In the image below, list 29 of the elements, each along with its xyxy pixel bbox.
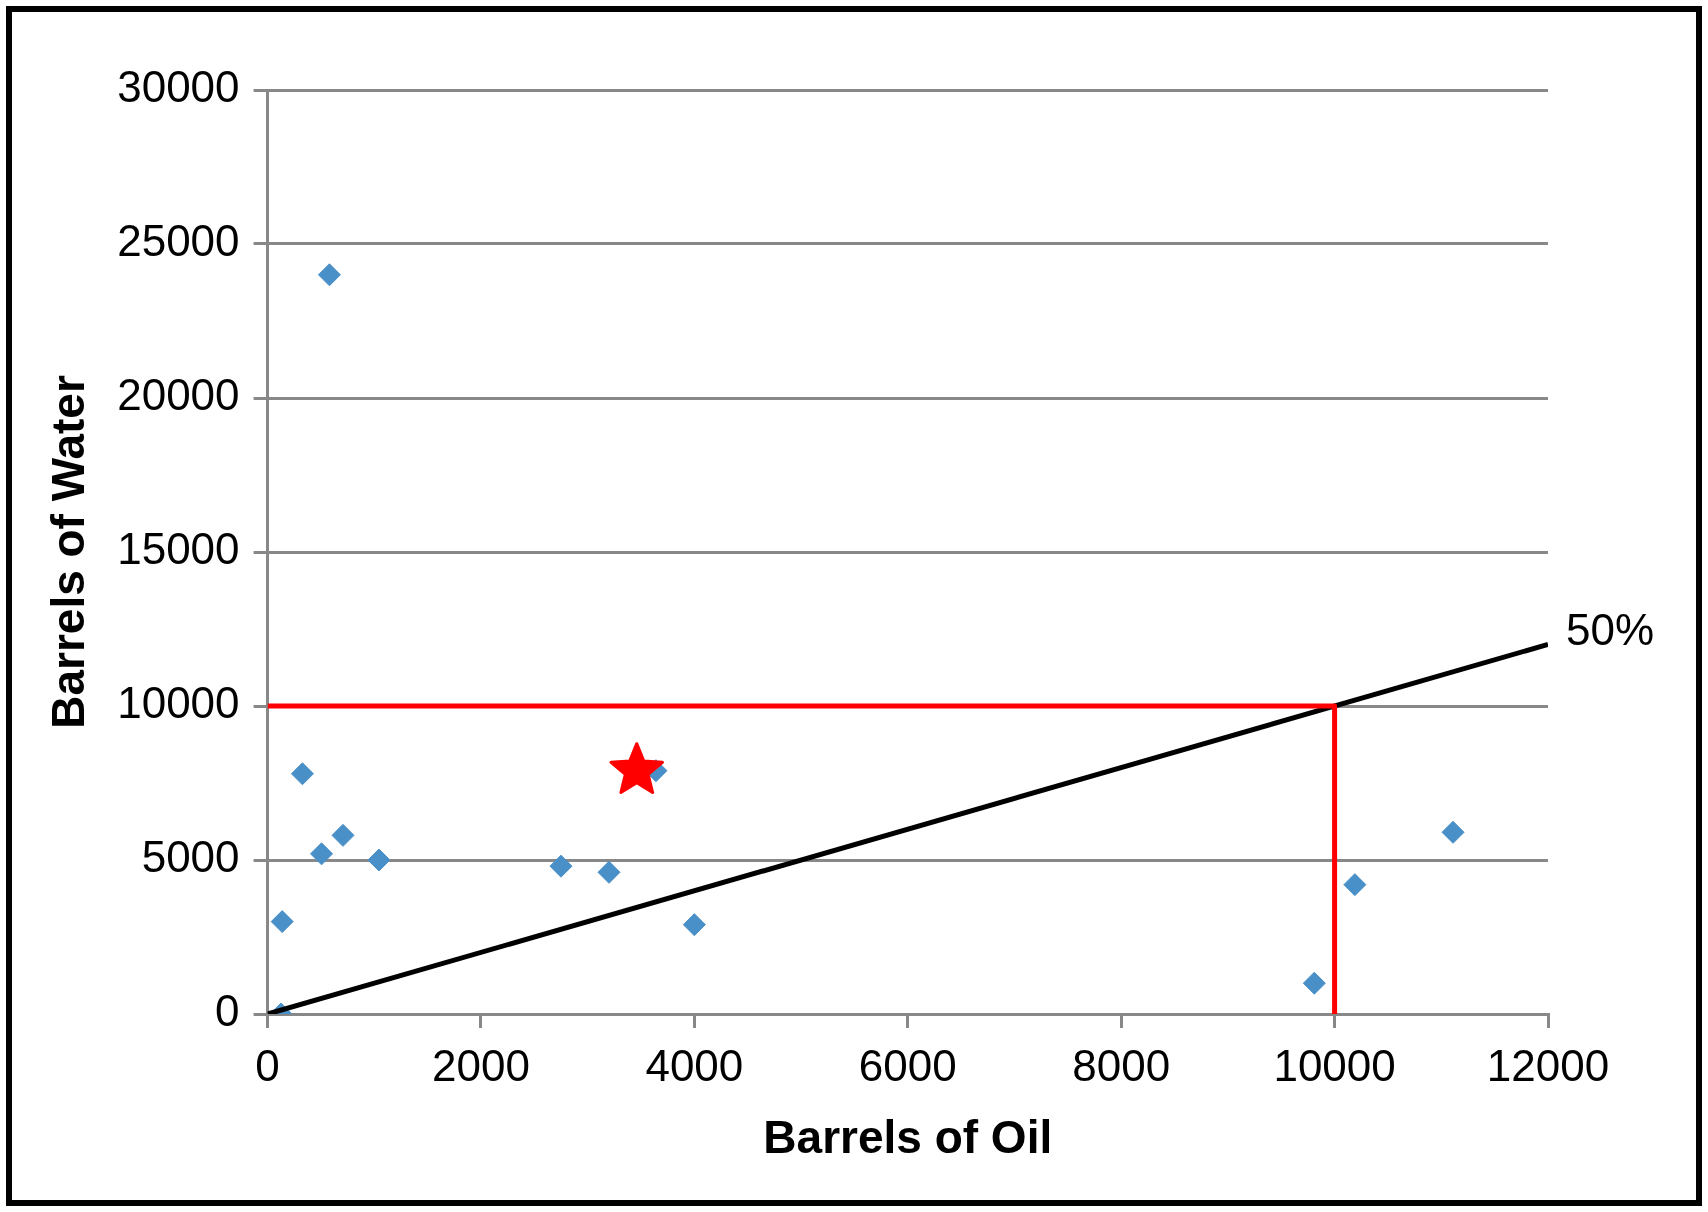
y-tick-label: 30000	[117, 62, 240, 112]
point	[317, 263, 341, 287]
x-tick-label: 4000	[645, 1040, 744, 1090]
y-tick-label: 15000	[117, 524, 240, 574]
x-axis-title: Barrels of Oil	[763, 1111, 1053, 1164]
x-tick-label: 12000	[1486, 1040, 1610, 1090]
x-tick-label: 6000	[858, 1040, 957, 1090]
y-axis-title: Barrels of Water	[42, 375, 95, 729]
point	[597, 860, 621, 884]
x-tick-label: 10000	[1273, 1040, 1396, 1090]
point	[290, 762, 314, 786]
y-tick-label: 25000	[117, 216, 240, 266]
point	[549, 854, 573, 878]
y-tick-label: 20000	[117, 370, 240, 420]
x-tick-label: 0	[255, 1040, 280, 1090]
annotation: 50%	[1566, 604, 1655, 654]
point	[1441, 820, 1465, 844]
point	[682, 913, 706, 937]
point	[310, 842, 334, 866]
x-tick-label: 8000	[1072, 1040, 1171, 1090]
point	[270, 910, 294, 934]
y-tick-label: 0	[215, 986, 240, 1036]
y-tick-label: 5000	[141, 832, 240, 882]
point	[1302, 971, 1326, 995]
point	[331, 823, 355, 847]
x-tick-label: 2000	[432, 1040, 530, 1090]
point	[367, 848, 391, 872]
point	[1343, 873, 1367, 897]
y-tick-label: 10000	[117, 678, 240, 728]
